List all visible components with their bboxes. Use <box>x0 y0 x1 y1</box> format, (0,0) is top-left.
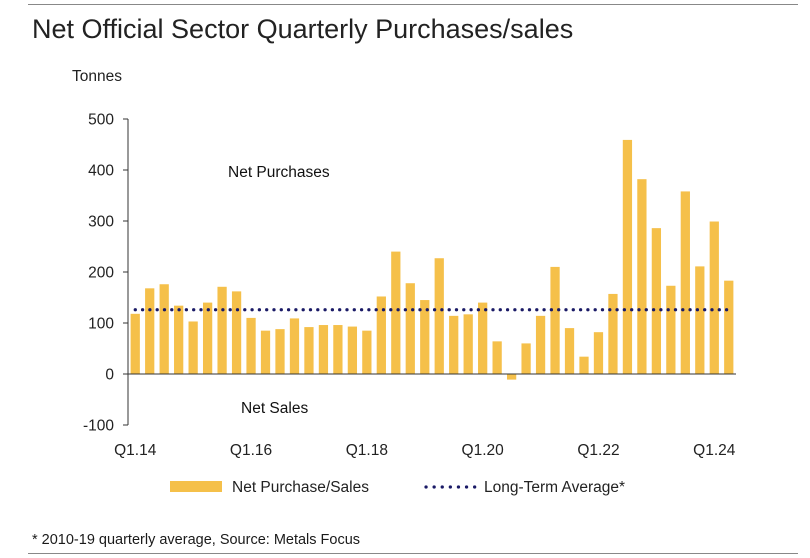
footnote: * 2010-19 quarterly average, Source: Met… <box>32 532 361 548</box>
x-tick-label: Q1.22 <box>577 442 619 459</box>
x-tick-label: Q1.16 <box>230 442 272 459</box>
bar <box>550 266 560 374</box>
y-tick-label: 400 <box>88 163 114 180</box>
y-tick-label: 0 <box>105 367 114 384</box>
legend-label-average: Long-Term Average* <box>484 479 625 496</box>
x-axis: Q1.14 Q1.16 Q1.18 Q1.20 Q1.22 Q1.24 <box>114 373 736 459</box>
x-tick-label: Q1.18 <box>346 442 388 459</box>
annotation-net-purchases: Net Purchases <box>228 164 330 181</box>
bar <box>478 302 488 374</box>
bar <box>202 302 213 374</box>
bar <box>318 325 329 374</box>
bar <box>449 315 459 374</box>
bar <box>231 291 242 374</box>
legend: Net Purchase/Sales Long-Term Average* <box>170 479 625 496</box>
bar <box>246 317 256 374</box>
bar <box>174 305 184 374</box>
x-tick-label: Q1.24 <box>693 442 736 459</box>
bar <box>680 191 690 374</box>
chart-title: Net Official Sector Quarterly Purchases/… <box>32 14 574 44</box>
bar <box>420 300 430 374</box>
bar <box>695 266 705 374</box>
bottom-rule <box>28 553 798 554</box>
x-tick-label: Q1.14 <box>114 442 157 459</box>
bar <box>159 284 169 374</box>
bar <box>188 321 198 374</box>
bar <box>666 285 676 374</box>
bar <box>130 313 140 374</box>
bar <box>579 356 589 374</box>
bar <box>391 251 401 374</box>
bar <box>275 329 285 374</box>
y-tick-label: 500 <box>88 112 114 129</box>
bar <box>362 330 372 374</box>
top-rule <box>28 4 798 5</box>
bar <box>145 288 155 374</box>
y-axis-label: Tonnes <box>72 68 122 85</box>
bar <box>405 283 415 374</box>
bar <box>333 325 343 374</box>
bar <box>521 343 531 374</box>
bar <box>622 139 633 374</box>
legend-label-bars: Net Purchase/Sales <box>232 479 369 496</box>
legend-swatch-bars <box>170 481 222 492</box>
y-tick-label: 300 <box>88 214 114 231</box>
bar <box>434 258 444 374</box>
bar <box>289 318 300 374</box>
bar <box>376 296 386 374</box>
annotation-net-sales: Net Sales <box>241 400 308 417</box>
y-tick-label: -100 <box>83 418 114 435</box>
bar <box>651 228 662 374</box>
bar <box>593 332 604 374</box>
bar <box>463 314 473 374</box>
y-tick-label: 100 <box>88 316 114 333</box>
bar <box>217 286 227 374</box>
bar <box>637 179 647 374</box>
bar <box>347 326 358 374</box>
bar <box>564 328 575 374</box>
bar <box>724 280 734 374</box>
bar <box>506 374 517 380</box>
bar <box>260 330 271 374</box>
y-axis: -100 0 100 200 300 400 500 <box>83 112 129 435</box>
bar-series <box>130 139 734 380</box>
bar <box>304 327 314 374</box>
bar <box>608 293 618 374</box>
bar <box>535 315 546 374</box>
bar <box>492 341 502 374</box>
y-tick-label: 200 <box>88 265 114 282</box>
bar <box>709 221 719 374</box>
x-tick-label: Q1.20 <box>462 442 505 459</box>
